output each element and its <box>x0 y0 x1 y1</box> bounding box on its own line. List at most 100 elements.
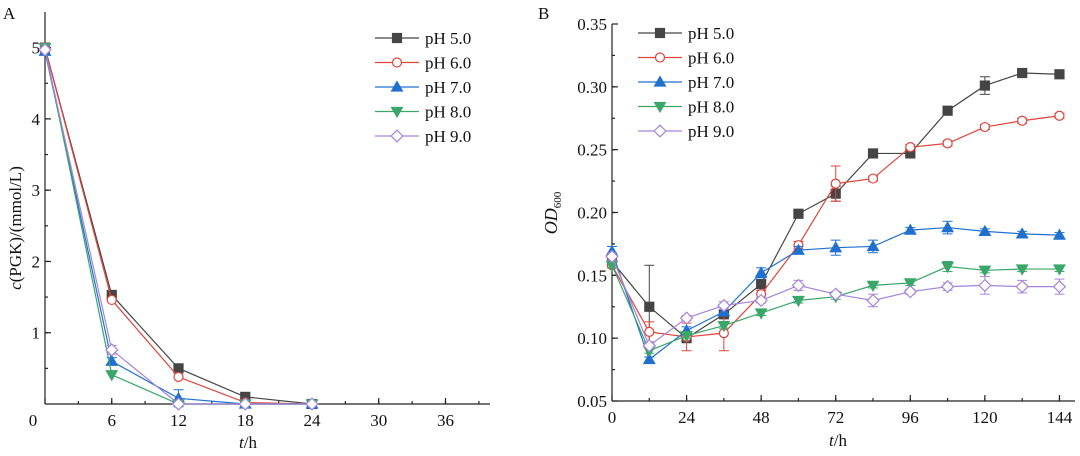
data-point <box>867 173 879 184</box>
data-point <box>38 43 52 57</box>
y-tick-label: 4 <box>32 110 41 129</box>
legend-marker <box>653 124 667 138</box>
legend-label: pH 5.0 <box>688 24 734 43</box>
data-point <box>941 261 955 274</box>
data-point <box>680 331 694 343</box>
data-point <box>1053 264 1066 276</box>
data-point <box>903 284 918 299</box>
x-tick-label: 72 <box>827 408 844 427</box>
x-tick-label: 48 <box>753 408 770 427</box>
series-ph-9-0 <box>605 249 1067 353</box>
legend-marker <box>390 129 404 143</box>
legend-label: pH 8.0 <box>688 98 734 117</box>
x-tick-label: 12 <box>170 411 187 430</box>
y-tick-label: 0.15 <box>577 266 607 285</box>
y-tick-label: 0.30 <box>577 78 607 97</box>
y-tick-label: 0.05 <box>577 392 607 411</box>
data-point <box>978 265 992 277</box>
data-point <box>942 105 953 116</box>
legend-marker <box>390 106 404 119</box>
data-point <box>238 397 252 411</box>
y-tick-label: 0.20 <box>577 204 607 223</box>
data-point <box>1054 69 1065 80</box>
data-point <box>1053 228 1066 240</box>
data-point <box>792 243 805 255</box>
data-point <box>978 224 992 236</box>
x-tick-label: 24 <box>304 411 322 430</box>
legend-label: pH 9.0 <box>688 122 734 141</box>
data-point <box>105 343 119 357</box>
data-point <box>1017 67 1028 79</box>
x-tick-label: 24 <box>678 408 696 427</box>
series-line <box>611 265 1060 352</box>
y-axis-label-b: OD600 <box>541 191 564 234</box>
data-point <box>1054 110 1065 121</box>
data-point <box>105 370 119 382</box>
x-tick-label: 0 <box>608 408 617 427</box>
data-point <box>171 397 186 411</box>
series-ph-7-0 <box>605 220 1066 365</box>
y-tick-label: 1 <box>32 324 41 343</box>
data-point <box>792 295 805 308</box>
data-point <box>642 339 656 353</box>
data-point <box>1015 227 1029 239</box>
data-point <box>903 278 917 290</box>
data-point <box>754 293 768 308</box>
panel-label-b: B <box>538 4 549 23</box>
series-line <box>611 115 1060 338</box>
x-tick-label: 144 <box>1047 408 1073 427</box>
legend-label: pH 6.0 <box>425 54 471 73</box>
data-point <box>866 239 880 252</box>
series-ph-6-0 <box>606 110 1065 352</box>
legend-marker <box>653 75 667 87</box>
legend-marker <box>654 27 666 39</box>
chart-b: B t/h OD600 0 24 48 72 96 120 144 0.05 0.10 0.15 0… <box>538 4 1075 450</box>
legend-label: pH 7.0 <box>688 73 734 92</box>
data-point <box>866 280 880 292</box>
series-ph-8-0 <box>605 260 1066 358</box>
x-tick-label: 6 <box>108 411 117 430</box>
chart-a: A t/h c(PGK)/(mmol/L) 0 6 12 18 24 30 3612345p… <box>3 4 490 452</box>
data-point <box>754 308 768 320</box>
data-point <box>644 301 655 312</box>
data-point <box>942 138 953 149</box>
data-point <box>642 352 656 365</box>
y-tick-label: 0.25 <box>577 141 607 160</box>
legend-marker <box>654 52 666 63</box>
legend-marker <box>391 32 403 44</box>
data-point <box>905 142 916 153</box>
data-point <box>717 298 731 313</box>
data-point <box>1015 279 1029 294</box>
data-point <box>173 371 184 383</box>
legend-label: pH 9.0 <box>425 127 471 146</box>
data-point <box>1015 264 1029 276</box>
legend-label: pH 5.0 <box>425 29 471 48</box>
legend-label: pH 8.0 <box>425 103 471 122</box>
series-line <box>44 47 313 405</box>
data-point <box>979 80 990 91</box>
legend-marker <box>653 101 667 114</box>
data-point <box>978 278 992 293</box>
x-tick-label: 120 <box>972 408 998 427</box>
legend-marker <box>391 57 403 68</box>
x-tick-label: 96 <box>902 408 919 427</box>
series-line <box>44 49 312 405</box>
data-point <box>679 311 694 325</box>
data-point <box>867 148 879 159</box>
data-point <box>106 294 117 306</box>
series-ph-9-0 <box>38 43 319 411</box>
legend-marker <box>390 80 404 92</box>
data-point <box>829 287 843 301</box>
legend-label: pH 6.0 <box>688 49 734 68</box>
data-point <box>305 397 319 411</box>
x-axis-label-a: t/h <box>239 433 257 452</box>
y-tick-label: 0.10 <box>577 329 607 348</box>
data-point <box>829 241 843 253</box>
data-point <box>756 279 767 290</box>
legend-label: pH 7.0 <box>425 78 471 97</box>
data-point <box>940 279 955 294</box>
series-ph-5-0 <box>606 67 1065 349</box>
panel-label-a: A <box>3 4 16 23</box>
data-point <box>644 326 655 337</box>
y-axis-label-a: c(PGK)/(mmol/L) <box>6 166 25 290</box>
